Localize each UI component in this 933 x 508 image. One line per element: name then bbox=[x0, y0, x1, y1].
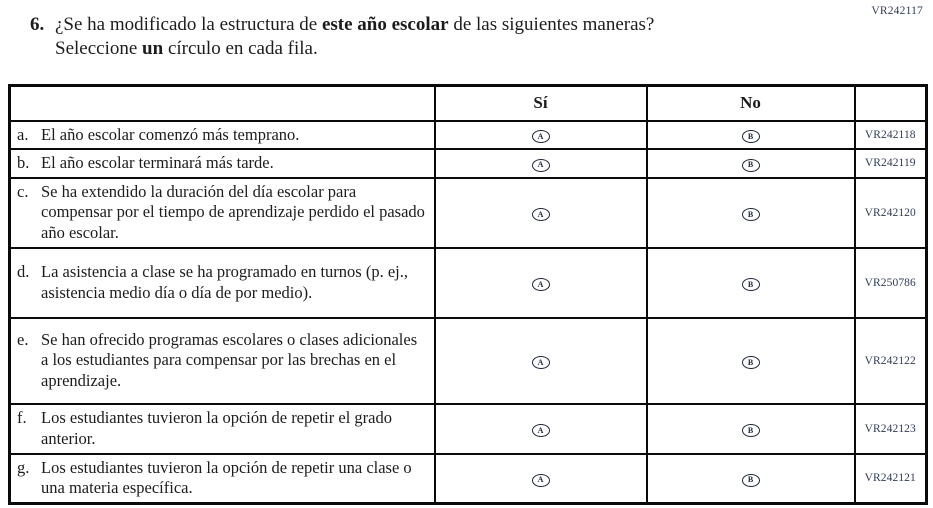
row-statement: El año escolar terminará más tarde. bbox=[41, 153, 274, 173]
option-a-bubble[interactable]: A bbox=[531, 130, 550, 144]
row-label-cell: e. Se han ofrecido programas escolares o… bbox=[8, 316, 436, 405]
row-code: VR242120 bbox=[853, 176, 928, 249]
option-yes-cell: A bbox=[433, 452, 648, 505]
question-text: ¿Se ha modificado la estructura de este … bbox=[55, 13, 695, 62]
row-label-cell: c. Se ha extendido la duración del día e… bbox=[8, 176, 436, 249]
table-header: Sí No bbox=[8, 84, 928, 122]
table-row: f. Los estudiantes tuvieron la opción de… bbox=[8, 402, 928, 455]
row-code: VR242122 bbox=[853, 316, 928, 405]
table-row: c. Se ha extendido la duración del día e… bbox=[8, 176, 928, 249]
row-letter: g. bbox=[17, 457, 30, 477]
question-seg2: de las siguientes maneras? Seleccione bbox=[55, 14, 655, 60]
row-code: VR242119 bbox=[853, 148, 928, 179]
row-letter: d. bbox=[17, 262, 30, 281]
row-label-cell: g. Los estudiantes tuvieron la opción de… bbox=[8, 452, 436, 505]
option-no-cell: B bbox=[645, 148, 856, 179]
table-row: b. El año escolar terminará más tarde. A… bbox=[8, 148, 928, 179]
question-seg3: círculo en cada fila. bbox=[163, 38, 318, 60]
option-yes-cell: A bbox=[433, 402, 648, 455]
row-letter: c. bbox=[17, 181, 29, 201]
row-letter: b. bbox=[17, 153, 30, 173]
table-row: g. Los estudiantes tuvieron la opción de… bbox=[8, 452, 928, 505]
question-bold2: un bbox=[142, 38, 164, 60]
option-yes-cell: A bbox=[433, 246, 648, 319]
row-label-cell: d. La asistencia a clase se ha programad… bbox=[8, 246, 436, 319]
row-code: VR242118 bbox=[853, 119, 928, 151]
option-b-bubble[interactable]: B bbox=[741, 424, 760, 438]
page-tracking-code: VR242117 bbox=[871, 5, 923, 17]
row-label-cell: a. El año escolar comenzó más temprano. bbox=[8, 119, 436, 151]
table-row: e. Se han ofrecido programas escolares o… bbox=[8, 316, 928, 405]
row-code: VR250786 bbox=[853, 246, 928, 319]
option-a-bubble[interactable]: A bbox=[531, 424, 550, 438]
question-number: 6. bbox=[30, 14, 45, 35]
question-block: 6. ¿Se ha modificado la estructura de es… bbox=[30, 13, 710, 62]
option-b-bubble[interactable]: B bbox=[741, 158, 760, 172]
row-statement: Se ha extendido la duración del día esco… bbox=[41, 181, 425, 242]
option-a-bubble[interactable]: A bbox=[531, 473, 550, 487]
header-code-cell bbox=[853, 84, 928, 122]
row-code: VR242121 bbox=[853, 452, 928, 505]
header-yes: Sí bbox=[433, 84, 648, 122]
option-a-bubble[interactable]: A bbox=[531, 356, 550, 370]
row-letter: a. bbox=[17, 124, 29, 144]
option-a-bubble[interactable]: A bbox=[531, 158, 550, 172]
option-no-cell: B bbox=[645, 402, 856, 455]
option-yes-cell: A bbox=[433, 176, 648, 249]
table-row: d. La asistencia a clase se ha programad… bbox=[8, 246, 928, 319]
table-row: a. El año escolar comenzó más temprano. … bbox=[8, 119, 928, 151]
option-b-bubble[interactable]: B bbox=[741, 278, 760, 292]
question-bold1: este año escolar bbox=[321, 14, 449, 35]
question-table: Sí No a. El año escolar comenzó más temp… bbox=[8, 84, 928, 505]
option-b-bubble[interactable]: B bbox=[741, 208, 760, 222]
option-no-cell: B bbox=[645, 246, 856, 319]
question-seg1: ¿Se ha modificado la estructura de bbox=[55, 14, 322, 35]
row-statement: Se han ofrecido programas escolares o cl… bbox=[41, 329, 418, 390]
header-label-cell bbox=[8, 84, 436, 122]
option-yes-cell: A bbox=[433, 316, 648, 405]
row-letter: f. bbox=[17, 408, 27, 427]
row-statement: Los estudiantes tuvieron la opción de re… bbox=[41, 408, 392, 448]
option-b-bubble[interactable]: B bbox=[741, 473, 760, 487]
option-b-bubble[interactable]: B bbox=[741, 130, 760, 144]
row-letter: e. bbox=[17, 329, 29, 349]
row-statement: El año escolar comenzó más temprano. bbox=[41, 124, 300, 144]
option-yes-cell: A bbox=[433, 148, 648, 179]
header-no: No bbox=[645, 84, 856, 122]
question-table-body: a. El año escolar comenzó más temprano. … bbox=[8, 119, 928, 505]
option-yes-cell: A bbox=[433, 119, 648, 151]
option-no-cell: B bbox=[645, 119, 856, 151]
row-statement: La asistencia a clase se ha programado e… bbox=[41, 262, 408, 302]
row-code: VR242123 bbox=[853, 402, 928, 455]
option-no-cell: B bbox=[645, 316, 856, 405]
option-a-bubble[interactable]: A bbox=[531, 278, 550, 292]
option-a-bubble[interactable]: A bbox=[531, 208, 550, 222]
option-no-cell: B bbox=[645, 176, 856, 249]
option-b-bubble[interactable]: B bbox=[741, 356, 760, 370]
row-label-cell: b. El año escolar terminará más tarde. bbox=[8, 148, 436, 179]
row-statement: Los estudiantes tuvieron la opción de re… bbox=[41, 457, 412, 498]
option-no-cell: B bbox=[645, 452, 856, 505]
row-label-cell: f. Los estudiantes tuvieron la opción de… bbox=[8, 402, 436, 455]
